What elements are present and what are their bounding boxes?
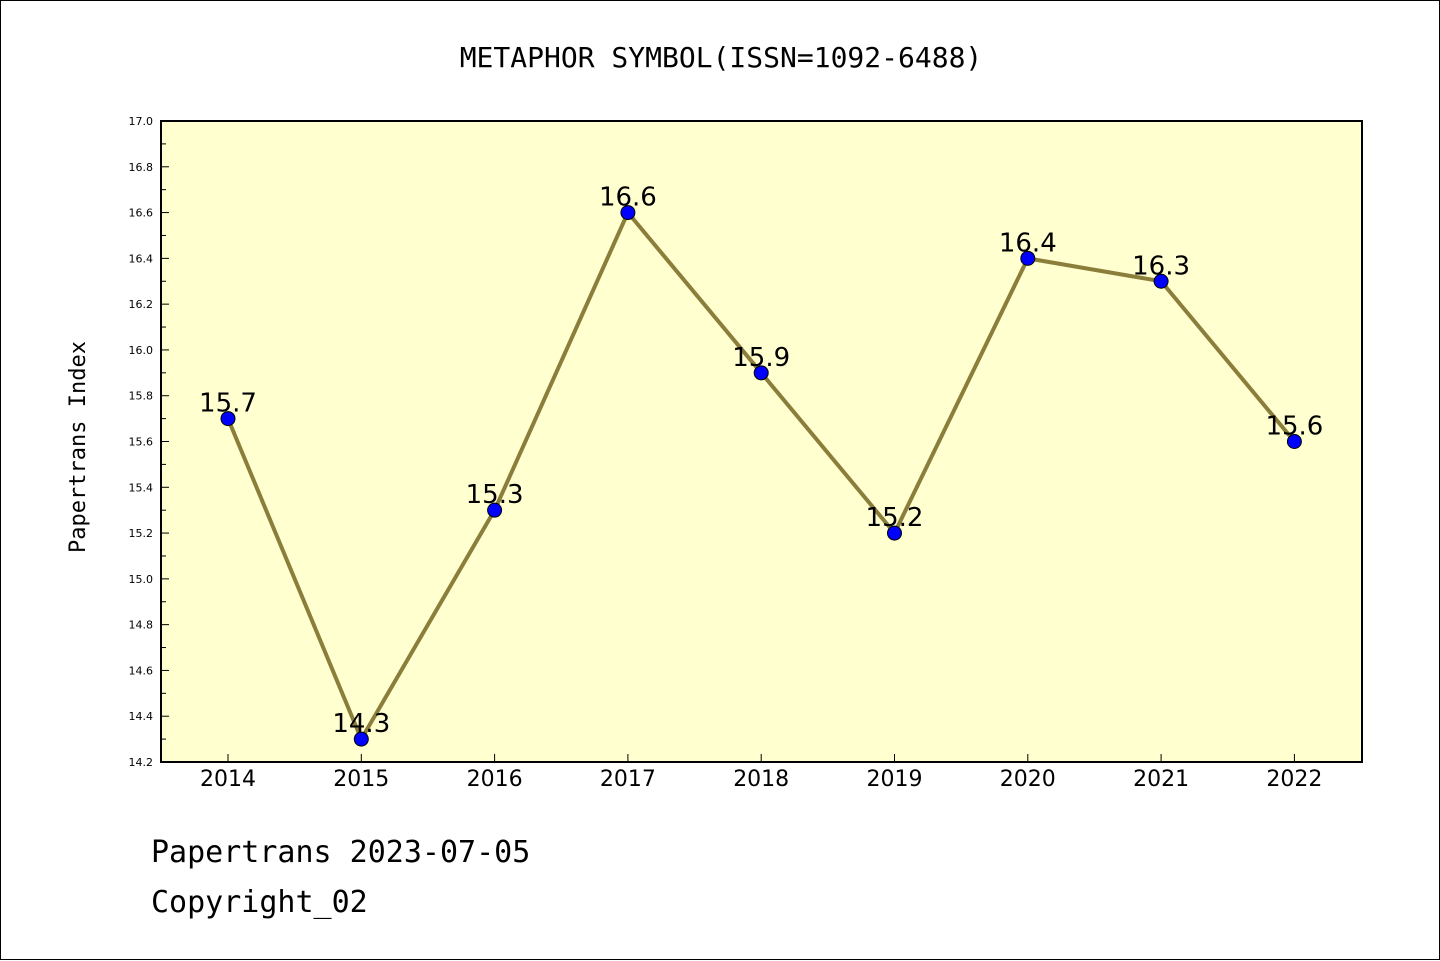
x-tick-label: 2022 — [1266, 767, 1322, 792]
y-tick-label: 16.8 — [129, 161, 154, 174]
x-tick-label: 2016 — [467, 767, 523, 792]
data-label: 15.6 — [1265, 412, 1323, 442]
data-point — [887, 525, 902, 541]
data-label: 15.2 — [866, 503, 924, 533]
data-label: 15.7 — [199, 389, 257, 419]
footer-copyright: Copyright_02 — [151, 885, 368, 920]
data-point — [620, 205, 636, 221]
y-tick-label: 16.0 — [129, 344, 154, 357]
data-point — [753, 365, 769, 381]
data-point — [1020, 250, 1036, 266]
y-tick-label: 14.2 — [129, 756, 154, 769]
y-tick-label: 14.4 — [129, 710, 154, 723]
y-tick-label: 15.8 — [129, 390, 154, 403]
y-tick-label: 16.4 — [129, 252, 154, 265]
data-label: 15.9 — [732, 343, 790, 373]
y-tick-label: 14.8 — [129, 619, 154, 632]
x-tick-label: 2015 — [333, 767, 389, 792]
data-labels: 15.7 14.3 15.3 16.6 15.9 15.2 16.4 16.3 15.6 — [199, 183, 1323, 740]
y-tick-label: 16.6 — [129, 207, 154, 220]
data-point — [353, 731, 369, 747]
data-point — [220, 411, 236, 427]
data-point — [487, 502, 503, 518]
data-label: 15.3 — [466, 480, 524, 510]
x-tick-label: 2019 — [867, 767, 923, 792]
footer-date: Papertrans 2023-07-05 — [151, 835, 531, 870]
x-tick-label: 2021 — [1133, 767, 1189, 792]
data-point — [1153, 273, 1169, 289]
y-tick-label: 15.0 — [129, 573, 154, 586]
data-label: 16.6 — [599, 183, 657, 213]
plot-area — [160, 120, 1363, 763]
data-point — [1286, 434, 1302, 449]
x-axis: 2014 2015 2016 2017 2018 2019 2020 2021 2022 — [200, 754, 1322, 792]
y-tick-label: 15.4 — [129, 481, 154, 494]
chart-title: METAPHOR SYMBOL(ISSN=1092-6488) — [460, 41, 983, 74]
y-tick-label: 15.2 — [129, 527, 154, 540]
data-label: 16.3 — [1132, 251, 1190, 281]
y-axis-label: Papertrans Index — [66, 341, 91, 553]
y-tick-label: 17.0 — [129, 115, 154, 128]
y-axis: 14.2 14.4 14.6 14.8 15.0 15.2 15.4 15.6 15.8 16.0… — [129, 115, 169, 769]
x-tick-label: 2014 — [200, 767, 256, 792]
data-points — [220, 205, 1302, 747]
data-label: 14.3 — [332, 709, 390, 739]
x-tick-label: 2020 — [1000, 767, 1056, 792]
data-label: 16.4 — [999, 228, 1057, 258]
y-tick-label: 14.6 — [129, 664, 154, 677]
y-tick-label: 15.6 — [129, 436, 154, 449]
y-tick-label: 16.2 — [129, 298, 154, 311]
x-tick-label: 2017 — [600, 767, 656, 792]
x-tick-label: 2018 — [733, 767, 789, 792]
